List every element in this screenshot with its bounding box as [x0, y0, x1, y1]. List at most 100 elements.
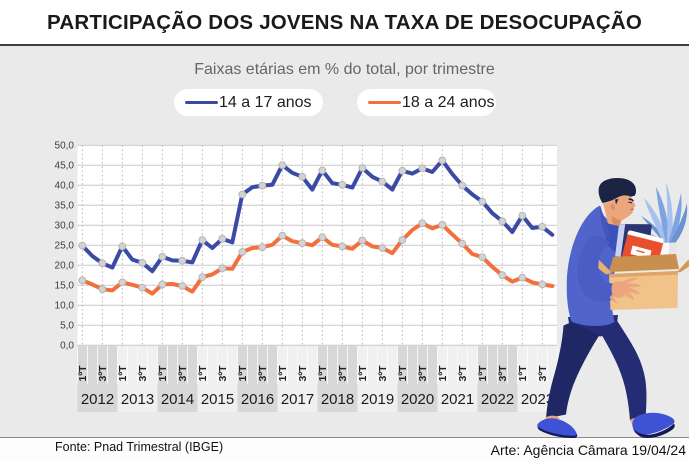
- man-back-leg-part: [546, 322, 600, 419]
- marker-18-a-24-anos: [498, 271, 507, 280]
- y-axis-tick-label: 25,0: [55, 241, 75, 252]
- man-front-leg: [602, 319, 675, 439]
- man-arm-hand-part: [577, 235, 614, 302]
- marker-14-a-17-anos: [318, 166, 327, 175]
- man-front-leg-part: [632, 412, 675, 435]
- x-axis-quarter-label: 1ºT: [237, 365, 249, 382]
- y-axis-tick-label: 15,0: [55, 281, 75, 292]
- footer-rule: [0, 437, 689, 438]
- marker-14-a-17-anos: [358, 164, 367, 172]
- marker-18-a-24-anos: [278, 231, 287, 240]
- x-axis-quarter-label: 1ºT: [397, 365, 409, 382]
- x-axis-quarter-label: 3ºT: [297, 365, 309, 382]
- legend-line-icon: [368, 100, 401, 105]
- man-arm-hand-part-part: [626, 287, 640, 294]
- x-axis-quarter-label: 3ºT: [537, 365, 549, 382]
- marker-14-a-17-anos: [478, 197, 487, 206]
- books-part: [636, 249, 645, 254]
- plant-part: [641, 216, 668, 245]
- marker-18-a-24-anos: [258, 243, 267, 252]
- marker-18-a-24-anos: [218, 264, 227, 273]
- plant-part: [668, 203, 688, 247]
- y-axis-tick-label: 0,0: [60, 341, 74, 352]
- x-axis-year-label: 2019: [361, 391, 394, 408]
- marker-14-a-17-anos: [238, 190, 247, 199]
- marker-14-a-17-anos: [258, 181, 267, 190]
- man-head-part: [615, 199, 619, 205]
- x-axis-year-label: 2014: [161, 391, 194, 408]
- x-axis-quarter-label: 1ºT: [77, 365, 89, 382]
- man-torso-part: [599, 206, 611, 240]
- marker-18-a-24-anos: [238, 248, 247, 256]
- chart-subtitle: Faixas etárias em % do total, por trimes…: [194, 61, 495, 78]
- marker-14-a-17-anos: [458, 181, 467, 190]
- x-axis-quarter-label: 1ºT: [477, 365, 489, 382]
- cardboard-box-part: [609, 254, 679, 272]
- man-head-part: [628, 201, 633, 204]
- plant-part: [668, 193, 682, 244]
- marker-14-a-17-anos: [398, 166, 407, 175]
- marker-18-a-24-anos: [378, 244, 387, 252]
- header: PARTICIPAÇÃO DOS JOVENS NA TAXA DE DESOC…: [0, 0, 689, 44]
- y-axis-tick-label: 10,0: [55, 301, 75, 312]
- man-arm-hand-part-part: [626, 283, 642, 288]
- marker-14-a-17-anos: [498, 217, 507, 226]
- man-arm-hand-part: [609, 277, 642, 304]
- marker-14-a-17-anos: [418, 164, 427, 173]
- marker-18-a-24-anos: [518, 273, 527, 282]
- page-title: PARTICIPAÇÃO DOS JOVENS NA TAXA DE DESOC…: [46, 11, 643, 34]
- marker-18-a-24-anos: [198, 273, 207, 282]
- x-axis-year-label: 2021: [441, 391, 474, 408]
- marker-14-a-17-anos: [98, 259, 107, 268]
- marker-14-a-17-anos: [378, 177, 387, 186]
- marker-14-a-17-anos: [438, 156, 447, 165]
- x-axis-quarter-label: 3ºT: [177, 365, 189, 382]
- legend-label: 18 a 24 anos: [402, 93, 495, 111]
- y-axis-tick-label: 45,0: [55, 161, 75, 172]
- x-axis-year-label: 2013: [121, 391, 154, 408]
- books-part: [627, 230, 664, 244]
- marker-14-a-17-anos: [118, 242, 127, 251]
- marker-18-a-24-anos: [358, 236, 367, 245]
- legend-item-14-17: 14 a 17 anos: [174, 89, 323, 116]
- marker-14-a-17-anos: [338, 180, 347, 189]
- marker-14-a-17-anos: [278, 161, 287, 170]
- marker-18-a-24-anos: [298, 239, 307, 248]
- x-axis-quarter-label: 3ºT: [97, 365, 109, 382]
- man-head-part: [632, 205, 636, 208]
- x-axis-quarter-label: 3ºT: [217, 365, 229, 382]
- marker-14-a-17-anos: [198, 236, 207, 244]
- marker-18-a-24-anos: [138, 283, 147, 292]
- marker-14-a-17-anos: [178, 256, 187, 265]
- x-axis-quarter-label: 1ºT: [117, 365, 129, 382]
- x-axis-quarter-label: 1ºT: [197, 365, 209, 382]
- marker-18-a-24-anos: [178, 282, 187, 290]
- x-axis-year-label: 2015: [201, 391, 234, 408]
- legend-item-18-24: 18 a 24 anos: [357, 89, 496, 116]
- header-rule: [0, 44, 689, 46]
- x-axis-year-label: 2016: [241, 391, 274, 408]
- marker-14-a-17-anos: [138, 258, 147, 267]
- cardboard-box-part: [677, 259, 689, 273]
- plant-part: [644, 198, 668, 245]
- marker-14-a-17-anos: [518, 211, 527, 220]
- marker-18-a-24-anos: [458, 239, 467, 248]
- footer-credit: Arte: Agência Câmara 19/04/24: [490, 442, 686, 458]
- legend-label: 14 a 17 anos: [219, 93, 312, 111]
- marker-14-a-17-anos: [538, 222, 547, 231]
- marker-18-a-24-anos: [98, 285, 107, 294]
- marker-14-a-17-anos: [218, 234, 227, 243]
- plant-part: [666, 182, 673, 244]
- x-axis-year-label: 2020: [401, 391, 434, 408]
- marker-18-a-24-anos: [318, 233, 327, 242]
- man-head-part: [611, 216, 622, 227]
- marker-18-a-24-anos: [478, 253, 487, 262]
- man-front-leg-part: [634, 423, 675, 439]
- marker-18-a-24-anos: [78, 276, 87, 285]
- marker-14-a-17-anos: [78, 241, 87, 250]
- x-axis-quarter-label: 3ºT: [497, 365, 509, 382]
- x-axis-quarter-label: 1ºT: [437, 365, 449, 382]
- man-head-part: [603, 195, 636, 227]
- x-axis-quarter-label: 3ºT: [417, 365, 429, 382]
- man-head-part: [598, 177, 637, 203]
